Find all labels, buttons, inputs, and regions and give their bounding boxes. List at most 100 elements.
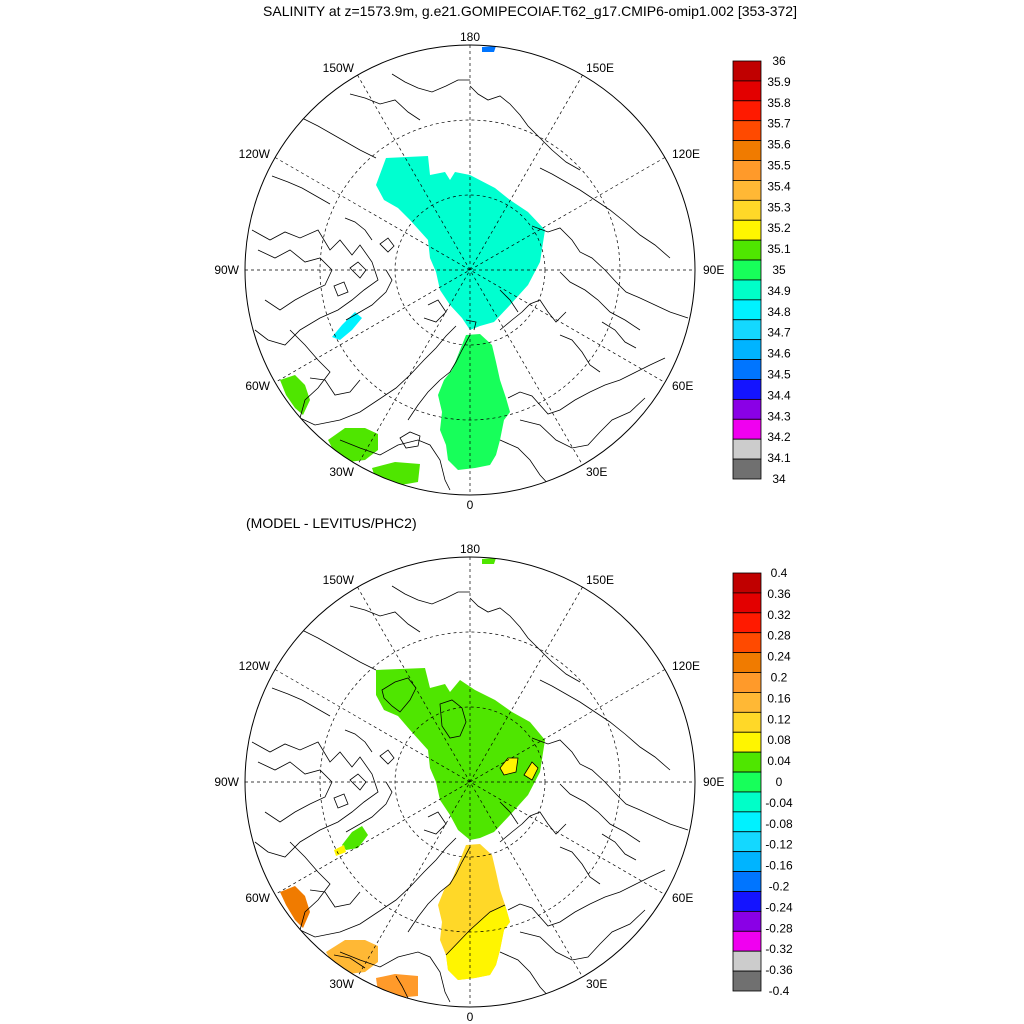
colorbar-swatch <box>732 572 762 594</box>
colorbar-label: 34.1 <box>767 451 791 465</box>
colorbar-swatch <box>732 811 762 833</box>
baffin-yellow-field <box>334 845 346 856</box>
colorbar-label: 35 <box>772 263 786 277</box>
colorbar-label: 0.2 <box>771 671 788 685</box>
colorbar-label: 34.5 <box>767 368 791 382</box>
colorbar-swatch <box>732 632 762 654</box>
colorbar-label: 34.4 <box>767 388 791 402</box>
lon-label-30e: 30E <box>586 465 607 479</box>
colorbar-swatch <box>732 359 762 380</box>
colorbar-label: 35.9 <box>767 75 791 89</box>
colorbar-swatch <box>732 199 762 221</box>
colorbar-label: 35.1 <box>767 242 791 256</box>
colorbar-label: 0.28 <box>767 629 791 643</box>
colorbar-label: -0.28 <box>765 921 793 935</box>
difference-subtitle: (MODEL - LEVITUS/PHC2) <box>246 515 417 531</box>
lon-label-120w: 120W <box>239 147 271 161</box>
lon-label-90e: 90E <box>703 263 724 277</box>
colorbar-label: 35.5 <box>767 159 791 173</box>
colorbar-swatch <box>732 672 762 693</box>
lon-label-60w: 60W <box>245 379 270 393</box>
colorbar-swatch <box>732 180 762 201</box>
lon-label-150w: 150W <box>323 573 355 587</box>
colorbar-label: -0.4 <box>769 984 790 998</box>
colorbar-label: 34.3 <box>767 409 791 423</box>
colorbar-label: -0.32 <box>765 942 793 956</box>
colorbar-swatch <box>732 160 762 181</box>
colorbar-label: 34.8 <box>767 305 791 319</box>
salinity-colorbar: 36 35.9 35.8 35.7 35.6 35.5 35.4 35.3 35.2 35.1 35… <box>732 54 791 486</box>
atlantic-inflow-field <box>438 334 510 470</box>
graticule-2 <box>245 557 695 1007</box>
lon-label-60e: 60E <box>672 891 693 905</box>
lon-label-90w: 90W <box>214 263 239 277</box>
coastlines-2 <box>251 585 689 1003</box>
labrador-sea-field <box>280 375 310 415</box>
difference-map: 180 0 90W 90E 150W 120W 150E 120E 60W 30… <box>214 542 724 1024</box>
colorbar-swatch <box>732 652 762 673</box>
longitude-labels: 180 0 90W 90E 150W 120W 150E 120E 60W 30… <box>214 30 724 512</box>
colorbar-label: -0.04 <box>765 796 793 810</box>
colorbar-label: 34.9 <box>767 284 791 298</box>
colorbar-swatch <box>732 592 762 614</box>
colorbar-label: 35.8 <box>767 96 791 110</box>
colorbar-label: 0 <box>776 775 783 789</box>
colorbar-swatch <box>732 458 762 480</box>
colorbar-label: 0.4 <box>771 566 788 580</box>
coastlines <box>251 73 689 491</box>
colorbar-label: 34 <box>772 472 786 486</box>
salinity-field <box>280 46 545 486</box>
colorbar-swatch <box>732 219 762 241</box>
colorbar-label: 35.4 <box>767 179 791 193</box>
colorbar-swatch <box>732 930 762 952</box>
colorbar-swatch <box>732 140 762 161</box>
colorbar-swatch <box>732 339 762 360</box>
graticule <box>245 45 695 495</box>
contours <box>333 677 539 999</box>
salinity-map: 180 0 90W 90E 150W 120W 150E 120E 60W 30… <box>214 30 724 512</box>
colorbar-label: 35.7 <box>767 117 791 131</box>
baffin-bay-field <box>332 312 362 340</box>
difference-colorbar: 0.4 0.36 0.32 0.28 0.24 0.2 0.16 0.12 0.08 0.04 0 -… <box>732 566 793 998</box>
lon-label-180: 180 <box>460 542 480 556</box>
eurasian-yellow-patch <box>500 758 518 775</box>
colorbar-swatch <box>732 891 762 912</box>
colorbar-swatch <box>732 80 762 102</box>
colorbar-swatch <box>732 692 762 713</box>
colorbar-swatch <box>732 418 762 440</box>
colorbar-label: -0.12 <box>765 838 793 852</box>
colorbar-swatch <box>732 612 762 634</box>
colorbar-label: 34.2 <box>767 430 791 444</box>
colorbar-label: 0.36 <box>767 587 791 601</box>
colorbar-swatch <box>732 60 762 82</box>
colorbar-label: -0.24 <box>765 900 793 914</box>
colorbar-swatch <box>732 771 762 793</box>
colorbar-label: 34.7 <box>767 326 791 340</box>
colorbar-label: 0.16 <box>767 691 791 705</box>
arctic-basin-diff-field <box>376 668 545 840</box>
lon-label-30w: 30W <box>329 977 354 991</box>
colorbar-swatch <box>732 731 762 753</box>
colorbar-label: 0.32 <box>767 608 791 622</box>
lon-label-120e: 120E <box>672 147 700 161</box>
map-boundary <box>244 44 696 496</box>
colorbar-label: -0.36 <box>765 963 793 977</box>
lon-label-150w: 150W <box>323 61 355 75</box>
lon-label-90e: 90E <box>703 775 724 789</box>
colorbar-swatch <box>732 791 762 813</box>
difference-field <box>280 558 545 998</box>
lon-label-150e: 150E <box>586 573 614 587</box>
map-boundary-2 <box>244 556 696 1008</box>
colorbar-label: 0.04 <box>767 754 791 768</box>
lon-label-120e: 120E <box>672 659 700 673</box>
lon-label-120w: 120W <box>239 659 271 673</box>
colorbar-swatch <box>732 379 762 400</box>
lon-label-0: 0 <box>467 1010 474 1024</box>
eurasian-yellow-patch-2 <box>524 762 538 780</box>
colorbar-swatch <box>732 239 762 261</box>
colorbar-swatch <box>732 438 762 460</box>
baffin-bay-diff-field <box>342 826 368 850</box>
longitude-labels-2: 180 0 90W 90E 150W 120W 150E 120E 60W 30… <box>214 542 724 1024</box>
colorbar-swatch <box>732 120 762 142</box>
